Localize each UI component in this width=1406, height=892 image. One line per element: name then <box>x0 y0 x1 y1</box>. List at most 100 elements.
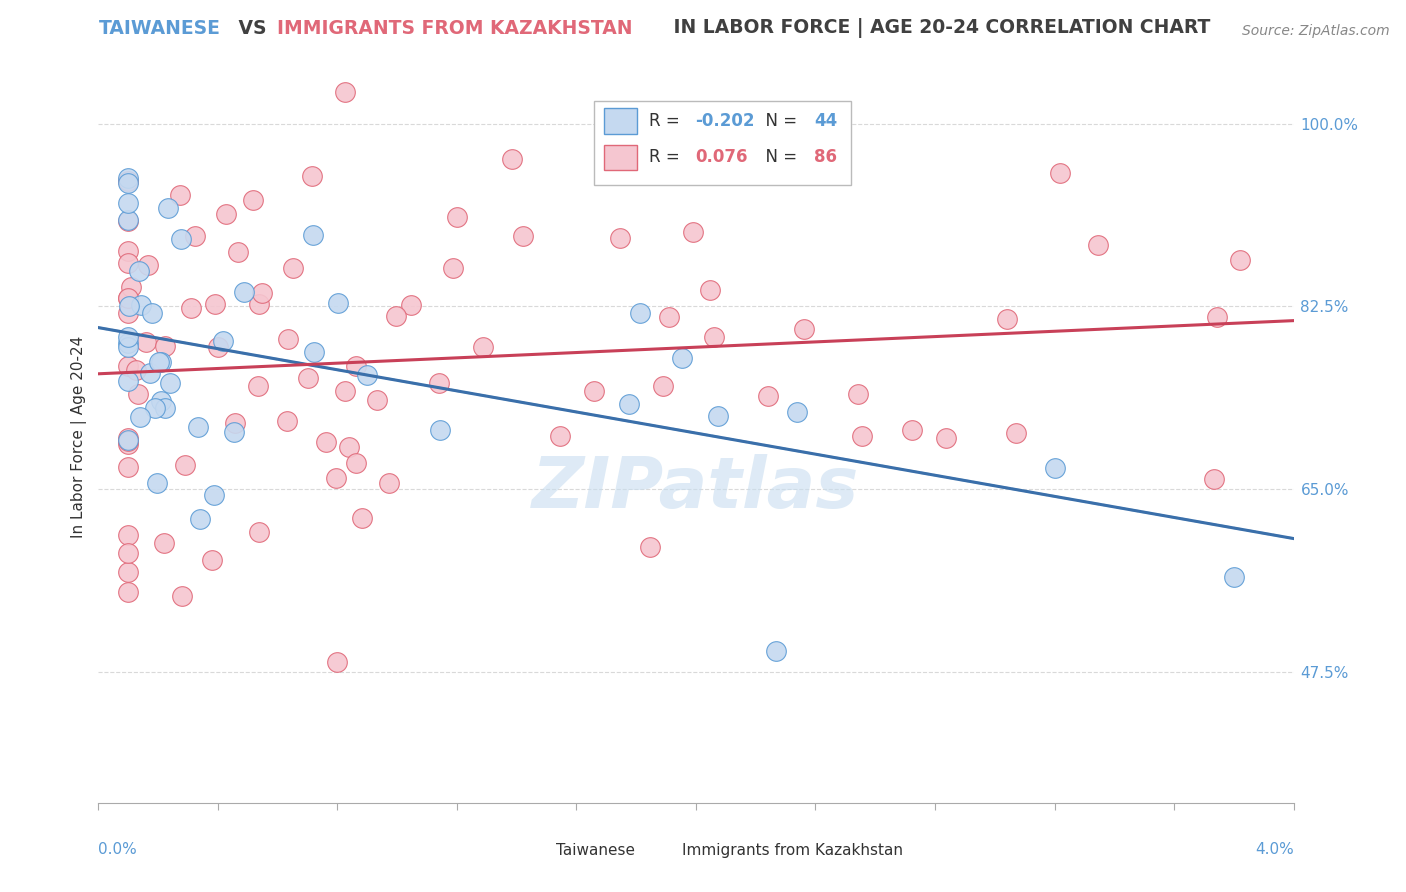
Point <box>1223 570 1246 584</box>
Point <box>1049 165 1071 179</box>
Point <box>117 437 139 451</box>
Text: VS: VS <box>232 20 273 38</box>
Point <box>846 386 869 401</box>
Point <box>356 368 378 383</box>
Point <box>995 312 1018 326</box>
Point <box>501 153 523 167</box>
Point <box>159 376 181 390</box>
Point <box>117 329 139 343</box>
Point <box>682 225 704 239</box>
Text: 44: 44 <box>814 112 838 129</box>
Point <box>131 298 153 312</box>
Text: R =: R = <box>650 112 685 129</box>
Point <box>302 344 325 359</box>
Text: 0.076: 0.076 <box>695 148 747 166</box>
Point <box>247 296 270 310</box>
Point <box>337 440 360 454</box>
Text: N =: N = <box>755 148 801 166</box>
Point <box>127 386 149 401</box>
Point <box>333 384 356 398</box>
Point <box>446 210 468 224</box>
Point <box>851 429 873 443</box>
Point <box>186 420 208 434</box>
Point <box>117 527 139 541</box>
Point <box>1206 310 1229 325</box>
Point <box>328 296 350 310</box>
Point <box>1043 461 1066 475</box>
Point <box>117 359 139 373</box>
Point <box>344 359 367 374</box>
Point <box>302 227 325 242</box>
Point <box>117 565 139 579</box>
Point <box>117 176 139 190</box>
Point <box>1087 238 1109 252</box>
Point <box>141 306 163 320</box>
Point <box>765 644 787 658</box>
Point <box>139 366 162 380</box>
Text: 86: 86 <box>814 148 838 166</box>
Point <box>211 334 233 348</box>
FancyBboxPatch shape <box>595 101 852 185</box>
Point <box>117 291 139 305</box>
Text: R =: R = <box>650 148 690 166</box>
Point <box>671 351 693 365</box>
Point <box>117 256 139 270</box>
Point <box>117 433 139 447</box>
Point <box>703 330 725 344</box>
Point <box>1004 426 1026 441</box>
Point <box>117 196 139 211</box>
Point <box>276 414 298 428</box>
Point <box>350 510 373 524</box>
Point <box>117 584 139 599</box>
FancyBboxPatch shape <box>605 145 637 170</box>
Point <box>658 310 681 325</box>
Point <box>148 355 170 369</box>
Point <box>153 535 176 549</box>
Point <box>204 297 226 311</box>
Point <box>184 229 207 244</box>
Point <box>136 258 159 272</box>
Point <box>935 431 957 445</box>
Point <box>117 431 139 445</box>
Point <box>117 546 139 560</box>
Point <box>277 332 299 346</box>
Text: -0.202: -0.202 <box>695 112 754 129</box>
Point <box>125 362 148 376</box>
Point <box>188 512 211 526</box>
Point <box>149 355 172 369</box>
Text: Taiwanese: Taiwanese <box>557 843 636 858</box>
Point <box>297 371 319 385</box>
Point <box>128 264 150 278</box>
Point <box>628 306 651 320</box>
Point <box>512 229 534 244</box>
Point <box>727 166 749 180</box>
Text: 4.0%: 4.0% <box>1254 842 1294 856</box>
Text: 0.0%: 0.0% <box>98 842 138 856</box>
Point <box>582 384 605 398</box>
Point <box>617 397 640 411</box>
Point <box>117 459 139 474</box>
Point <box>609 231 631 245</box>
Point <box>129 410 152 425</box>
Point <box>315 435 337 450</box>
Point <box>247 524 270 539</box>
Point <box>333 85 356 99</box>
Point <box>174 458 197 472</box>
Point <box>900 423 922 437</box>
Point <box>301 169 323 183</box>
Point <box>201 553 224 567</box>
Point <box>233 285 256 300</box>
Point <box>117 244 139 259</box>
Text: Source: ZipAtlas.com: Source: ZipAtlas.com <box>1241 24 1389 38</box>
Point <box>247 379 270 393</box>
Point <box>756 389 779 403</box>
Point <box>117 374 139 388</box>
Point <box>399 297 422 311</box>
Point <box>180 301 202 316</box>
Point <box>242 193 264 207</box>
Point <box>117 434 139 449</box>
FancyBboxPatch shape <box>648 839 675 862</box>
Text: N =: N = <box>755 112 801 129</box>
Point <box>155 339 177 353</box>
FancyBboxPatch shape <box>523 839 548 862</box>
